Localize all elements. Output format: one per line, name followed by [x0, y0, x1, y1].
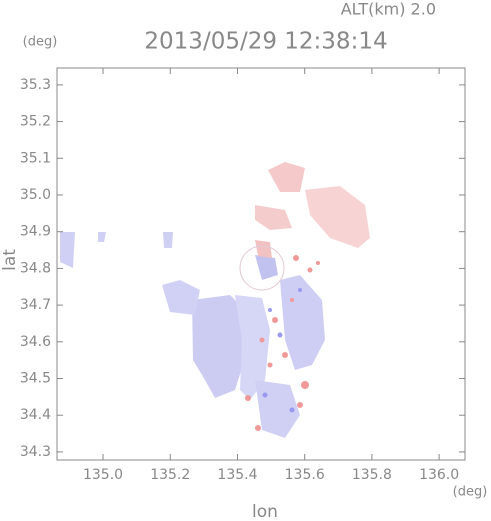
x-label: lon — [252, 502, 278, 521]
y-tick-label: 35.1 — [20, 150, 51, 166]
altitude: ALT(km) 2.0 — [341, 0, 436, 19]
x-tick-label: 135.4 — [217, 467, 257, 483]
x-tick-label: 135.0 — [83, 467, 123, 483]
x-tick-label: 135.8 — [352, 467, 392, 483]
y-tick-label: 34.9 — [20, 224, 51, 240]
x-tick-label: 135.2 — [150, 467, 190, 483]
x-tick-label: 136.0 — [419, 467, 459, 483]
y-tick-label: 35.2 — [20, 114, 51, 130]
y-label: lat — [0, 249, 20, 271]
y-tick-label: 34.5 — [20, 371, 51, 387]
y-unit: (deg) — [23, 35, 58, 50]
y-tick-label: 34.6 — [20, 334, 51, 350]
radar-echoes — [60, 162, 370, 438]
y-tick-label: 35.0 — [20, 187, 51, 203]
y-tick-label: 34.3 — [20, 444, 51, 460]
x-unit: (deg) — [453, 485, 488, 500]
y-tick-label: 34.7 — [20, 297, 51, 313]
y-tick-label: 34.8 — [20, 260, 51, 276]
y-tick-label: 35.3 — [20, 77, 51, 93]
y-tick-label: 34.4 — [20, 407, 51, 423]
plot-frame — [56, 67, 466, 461]
x-tick-label: 135.6 — [285, 467, 325, 483]
chart-title: 2013/05/29 12:38:14 — [144, 29, 387, 55]
